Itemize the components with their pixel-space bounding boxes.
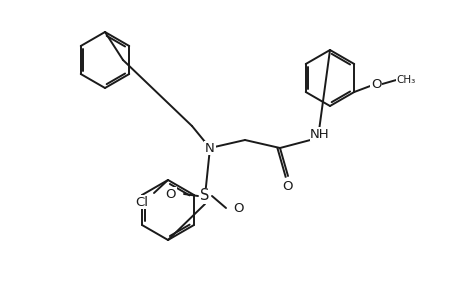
Text: NH: NH — [309, 128, 329, 140]
Text: N: N — [205, 142, 214, 154]
Text: O: O — [165, 188, 176, 200]
Text: S: S — [200, 188, 209, 203]
Text: O: O — [282, 179, 293, 193]
Text: O: O — [233, 202, 244, 214]
Text: Cl: Cl — [135, 196, 148, 208]
Text: CH₃: CH₃ — [396, 75, 415, 85]
Text: O: O — [370, 77, 381, 91]
